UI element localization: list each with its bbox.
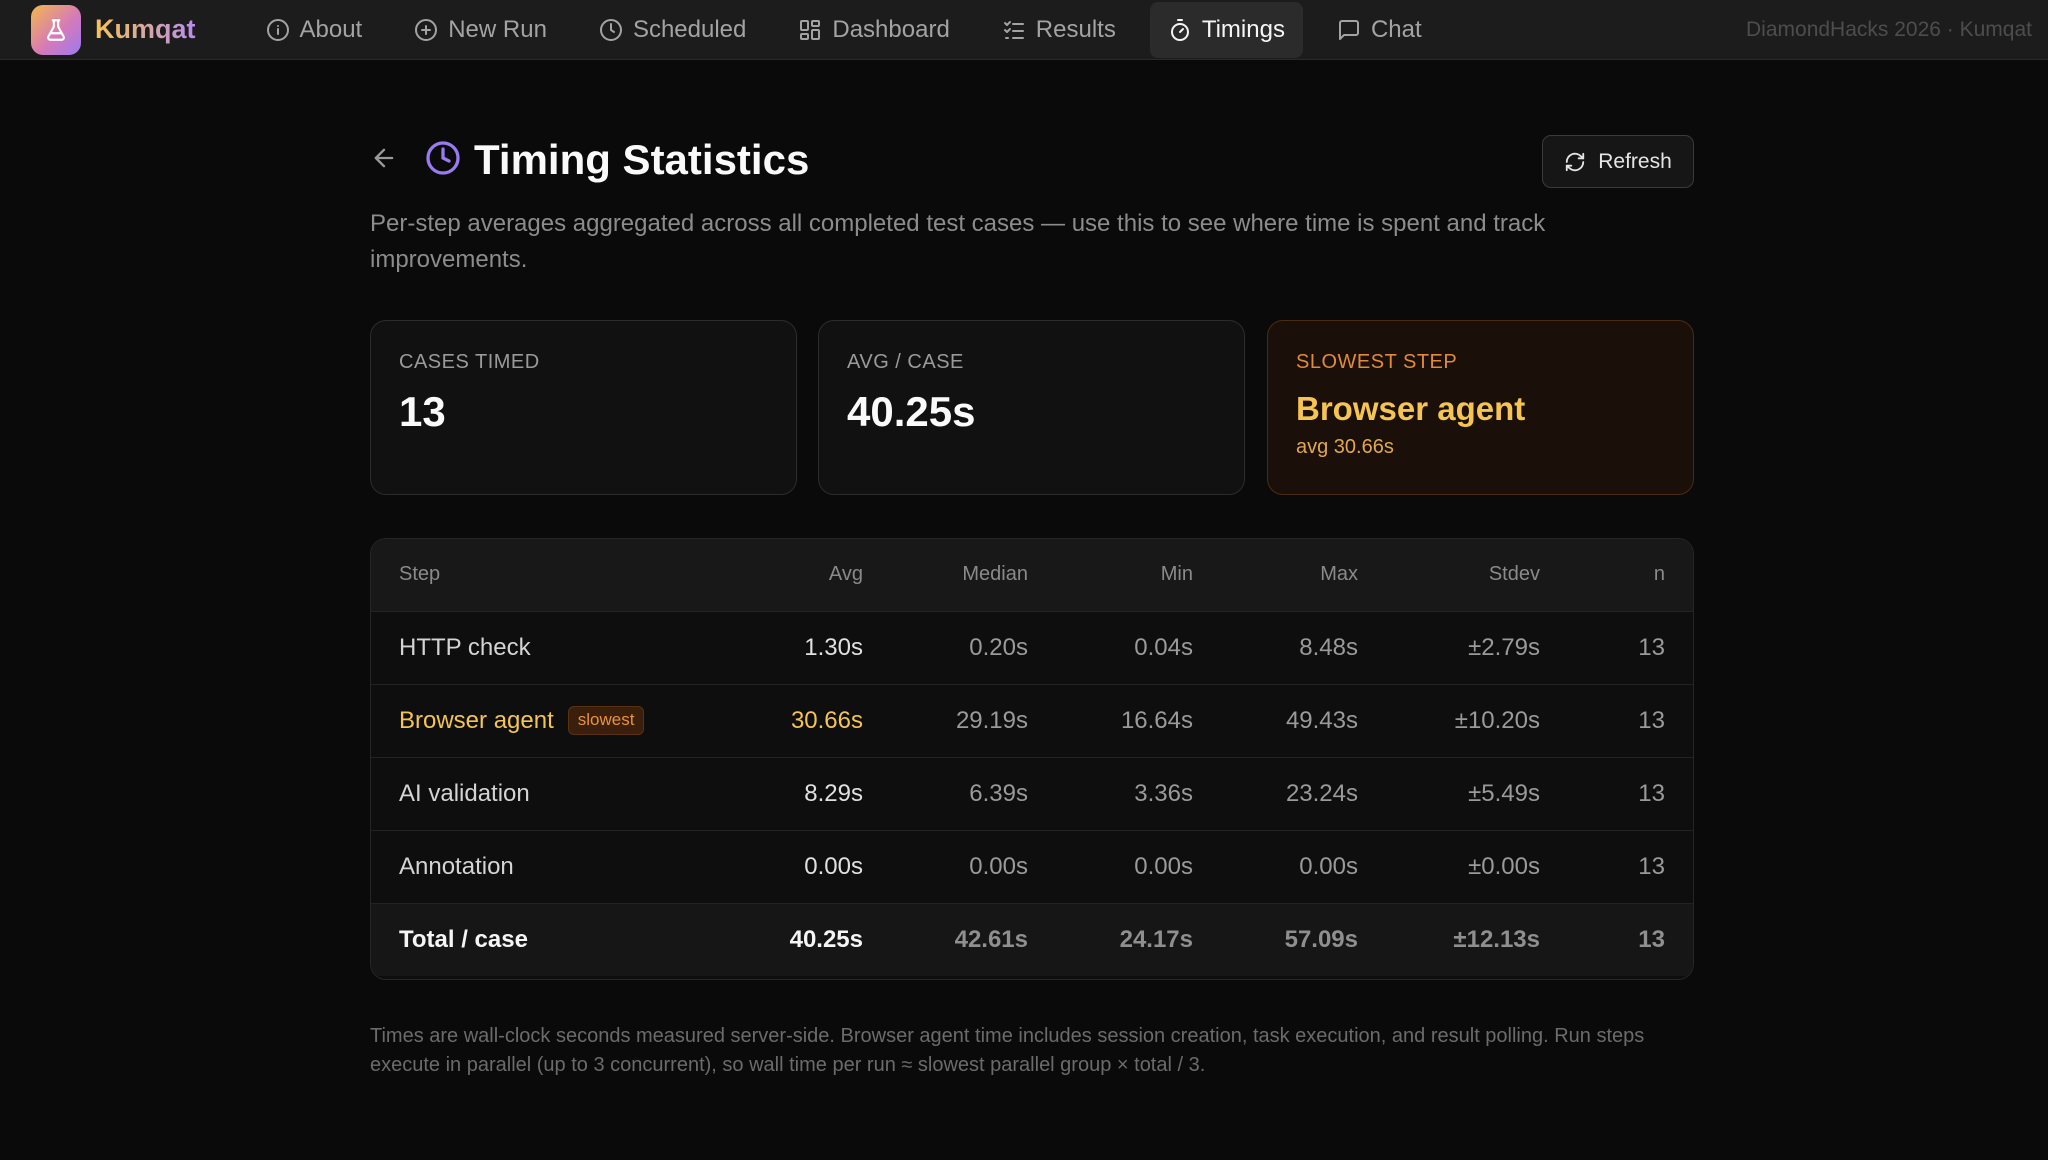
column-header: Step — [399, 563, 441, 586]
info-icon — [266, 18, 289, 41]
total-row: Total / case 40.25s 42.61s 24.17s 57.09s… — [371, 903, 1693, 976]
brand[interactable]: Kumqat — [31, 4, 196, 55]
chat-icon — [1338, 19, 1359, 40]
median-cell: 6.39s — [969, 779, 1028, 807]
nav-item-label: About — [299, 15, 363, 43]
brand-name: Kumqat — [95, 14, 196, 44]
main-content: Timing Statistics Refresh Per-step avera… — [370, 60, 1694, 1076]
checklist-icon — [1003, 20, 1024, 39]
column-header: n — [1653, 563, 1665, 586]
median-cell: 42.61s — [954, 925, 1028, 953]
table-row: Annotation 0.00s 0.00s 0.00s 0.00s ±0.00… — [371, 830, 1693, 903]
avg-cell: 1.30s — [804, 633, 863, 661]
stdev-cell: ±0.00s — [1468, 852, 1540, 880]
nav-item-label: Scheduled — [632, 15, 747, 43]
max-cell: 57.09s — [1284, 925, 1358, 953]
min-cell: 0.04s — [1134, 633, 1193, 661]
step-name: Browser agent — [399, 707, 554, 734]
max-cell: 49.43s — [1285, 706, 1358, 734]
plus-circle-icon — [415, 18, 438, 41]
step-name: Annotation — [399, 852, 514, 880]
card-value: 40.25s — [847, 388, 976, 435]
step-name: AI validation — [399, 779, 530, 807]
n-cell: 13 — [1638, 925, 1665, 953]
column-header: Stdev — [1488, 563, 1540, 586]
clock-icon — [425, 140, 461, 181]
median-cell: 0.20s — [969, 633, 1028, 661]
max-cell: 0.00s — [1299, 852, 1358, 880]
avg-cell: 40.25s — [789, 925, 863, 953]
avg-cell: 8.29s — [804, 779, 863, 807]
n-cell: 13 — [1638, 852, 1665, 880]
slowest-step-card: Slowest step Browser agent avg 30.66s — [1267, 320, 1694, 495]
card-label: Avg / case — [847, 351, 964, 373]
timings-table: Step Avg Median Min Max Stdev n HTTP che… — [370, 538, 1694, 980]
step-cell: Browser agent slowest — [371, 684, 761, 757]
min-cell: 24.17s — [1119, 925, 1193, 953]
refresh-button[interactable]: Refresh — [1542, 135, 1694, 188]
refresh-icon — [1566, 152, 1585, 171]
avg-cell: 0.00s — [804, 852, 863, 880]
column-header: Median — [962, 563, 1028, 586]
max-cell: 23.24s — [1285, 779, 1358, 807]
nav-item-label: Chat — [1370, 15, 1422, 43]
page-header: Timing Statistics Refresh Per-step avera… — [370, 60, 1694, 273]
table-row: HTTP check 1.30s 0.20s 0.04s 8.48s ±2.79… — [371, 611, 1693, 684]
stdev-cell: ±10.20s — [1454, 706, 1540, 734]
card-subtext: avg 30.66s — [1296, 436, 1394, 458]
cases-timed-card: Cases timed 13 — [370, 320, 797, 495]
min-cell: 3.36s — [1134, 779, 1193, 807]
n-cell: 13 — [1638, 706, 1665, 734]
card-value: Browser agent — [1296, 390, 1526, 427]
max-cell: 8.48s — [1299, 633, 1358, 661]
column-header: Min — [1160, 563, 1193, 586]
flask-icon — [31, 4, 81, 55]
step-name: HTTP check — [399, 633, 531, 661]
slowest-badge: slowest — [567, 706, 645, 735]
stat-cards: Cases timed 13 Avg / case 40.25s Slowest… — [370, 320, 1694, 495]
refresh-label: Refresh — [1598, 149, 1672, 173]
main-nav: About New Run Scheduled Dashboard Result… — [248, 0, 1456, 60]
card-value: 13 — [399, 388, 446, 435]
nav-item-label: Timings — [1201, 15, 1285, 43]
stopwatch-icon — [1170, 18, 1189, 41]
footnote: Times are wall-clock seconds measured se… — [370, 1025, 1645, 1076]
card-label: Cases timed — [399, 351, 540, 373]
nav-item-new-run[interactable]: New Run — [396, 2, 565, 58]
nav-item-about[interactable]: About — [248, 2, 381, 58]
step-name: Total / case — [399, 925, 528, 953]
avg-case-card: Avg / case 40.25s — [818, 320, 1245, 495]
event-tag: DiamondHacks 2026 · Kumqat — [1746, 18, 2032, 41]
nav-item-chat[interactable]: Chat — [1319, 2, 1440, 58]
avg-cell: 30.66s — [790, 706, 863, 734]
min-cell: 16.64s — [1120, 706, 1193, 734]
table-header-row: Step Avg Median Min Max Stdev n — [371, 539, 1693, 611]
nav-item-timings[interactable]: Timings — [1149, 1, 1303, 58]
table-row: AI validation 8.29s 6.39s 3.36s 23.24s ±… — [371, 757, 1693, 830]
stdev-cell: ±5.49s — [1468, 779, 1540, 807]
page-title: Timing Statistics — [474, 136, 810, 183]
median-cell: 0.00s — [969, 852, 1028, 880]
stdev-cell: ±2.79s — [1468, 633, 1540, 661]
n-cell: 13 — [1638, 779, 1665, 807]
nav-item-label: Results — [1035, 15, 1116, 43]
nav-item-label: New Run — [448, 15, 547, 43]
back-arrow-icon[interactable] — [370, 144, 398, 177]
n-cell: 13 — [1638, 633, 1665, 661]
nav-item-results[interactable]: Results — [984, 2, 1134, 58]
clock-icon — [599, 18, 622, 41]
nav-item-label: Dashboard — [832, 15, 950, 43]
column-header: Avg — [828, 563, 863, 586]
page-subtitle: Per-step averages aggregated across all … — [370, 210, 1546, 273]
nav-item-dashboard[interactable]: Dashboard — [780, 2, 967, 58]
column-header: Max — [1320, 563, 1358, 586]
stdev-cell: ±12.13s — [1453, 925, 1540, 953]
nav-item-scheduled[interactable]: Scheduled — [581, 2, 764, 58]
median-cell: 29.19s — [955, 706, 1028, 734]
table-row: Browser agent slowest 30.66s 29.19s 16.64… — [371, 684, 1693, 757]
card-label: Slowest step — [1296, 351, 1458, 373]
grid-icon — [800, 19, 821, 40]
top-navigation-bar: Kumqat About New Run Scheduled Dashboard… — [0, 0, 2048, 60]
min-cell: 0.00s — [1134, 852, 1193, 880]
